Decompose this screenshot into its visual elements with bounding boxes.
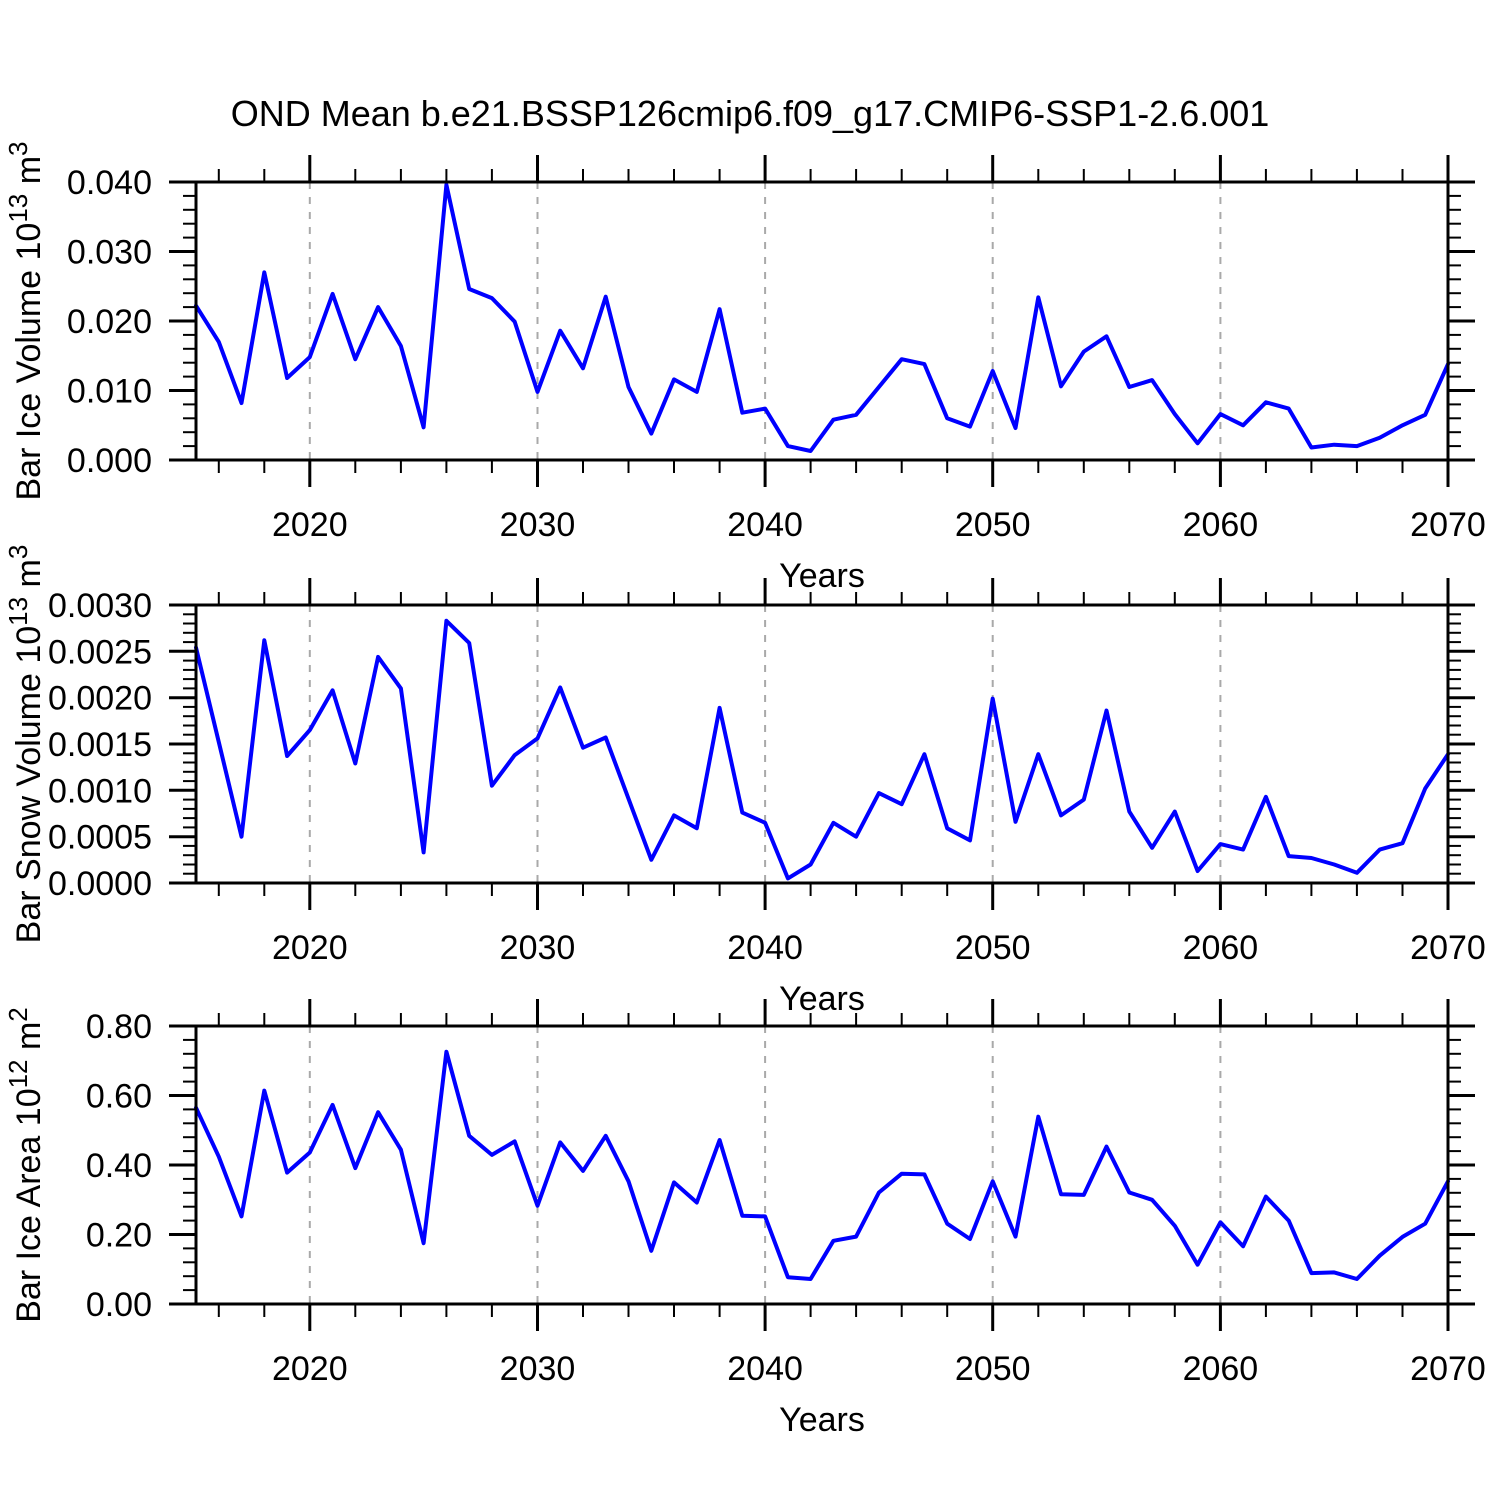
bar-ice-volume-series-line — [194, 182, 1450, 453]
y-tick-label: 0.20 — [86, 1217, 152, 1255]
x-tick-label: 2030 — [500, 929, 576, 967]
y-tick-label: 0.0000 — [48, 865, 152, 903]
x-tick-label: 2060 — [1183, 506, 1259, 544]
y-axis-title-superscript: 2 — [3, 1007, 33, 1021]
y-axis-title-superscript: 13 — [3, 194, 33, 223]
x-tick-label: 2050 — [955, 506, 1031, 544]
y-tick-label: 0.010 — [67, 373, 152, 411]
x-tick-label: 2070 — [1410, 1350, 1486, 1388]
x-tick-label: 2060 — [1183, 1350, 1259, 1388]
panel-bar-snow-volume: 0.0000 0.0005 0.0010 0.0015 0.0020 0.0025 0.00… — [3, 545, 1486, 1018]
x-tick-label: 2040 — [727, 929, 803, 967]
figure-title: OND Mean b.e21.BSSP126cmip6.f09_g17.CMIP… — [231, 93, 1270, 134]
y-axis-title-text: m — [10, 559, 48, 597]
y-tick-label: 0.40 — [86, 1147, 152, 1185]
y-tick-label: 0.0030 — [48, 587, 152, 625]
x-tick-label: 2020 — [272, 1350, 348, 1388]
y-axis-title-superscript: 3 — [3, 142, 33, 156]
x-tick-label: 2070 — [1410, 506, 1486, 544]
x-tick-label: 2040 — [727, 1350, 803, 1388]
y-axis-title-text: Bar Ice Area 10 — [10, 1088, 48, 1322]
panel-bar-ice-volume: 0.000 0.010 0.020 0.030 0.040 2020 2030 2040 205… — [3, 142, 1486, 596]
x-axis-title: Years — [779, 1401, 865, 1439]
bar-snow-volume-series-line — [194, 618, 1450, 881]
x-tick-label: 2020 — [272, 929, 348, 967]
bar-ice-volume-frame — [194, 180, 1450, 462]
bar-ice-area-series-line — [194, 1049, 1450, 1281]
y-tick-label: 0.0025 — [48, 633, 152, 671]
x-tick-label: 2050 — [955, 929, 1031, 967]
y-axis-title-text: m — [10, 156, 48, 194]
panel-bar-ice-area: 0.00 0.20 0.40 0.60 0.80 2020 2030 2040 2050 2060… — [3, 999, 1486, 1439]
y-tick-label: 0.0010 — [48, 772, 152, 810]
y-tick-label: 0.030 — [67, 234, 152, 272]
x-tick-label: 2040 — [727, 506, 803, 544]
y-tick-label: 0.0020 — [48, 680, 152, 718]
x-tick-label: 2060 — [1183, 929, 1259, 967]
y-tick-label: 0.0015 — [48, 726, 152, 764]
y-tick-label: 0.000 — [67, 442, 152, 480]
x-tick-label: 2070 — [1410, 929, 1486, 967]
bar-ice-area-y-axis-title: Bar Ice Area 1012 m2 — [3, 1007, 48, 1323]
y-tick-label: 0.80 — [86, 1008, 152, 1046]
x-axis-title: Years — [779, 557, 865, 595]
y-tick-label: 0.60 — [86, 1078, 152, 1116]
x-tick-label: 2050 — [955, 1350, 1031, 1388]
y-axis-title-superscript: 13 — [3, 597, 33, 626]
y-axis-title-superscript: 12 — [3, 1059, 33, 1088]
x-tick-label: 2030 — [500, 506, 576, 544]
y-tick-label: 0.00 — [86, 1286, 152, 1324]
y-tick-label: 0.040 — [67, 164, 152, 202]
x-tick-label: 2030 — [500, 1350, 576, 1388]
x-axis-title: Years — [779, 980, 865, 1018]
y-axis-title-superscript: 3 — [3, 545, 33, 559]
x-tick-label: 2020 — [272, 506, 348, 544]
y-tick-label: 0.0005 — [48, 819, 152, 857]
bar-snow-volume-y-axis-title: Bar Snow Volume 1013 m3 — [3, 545, 48, 944]
y-axis-title-text: Bar Ice Volume 10 — [10, 223, 48, 501]
y-axis-title-text: Bar Snow Volume 10 — [10, 626, 48, 944]
y-axis-title-text: m — [10, 1022, 48, 1060]
bar-ice-volume-y-axis-title: Bar Ice Volume 1013 m3 — [3, 142, 48, 501]
y-tick-label: 0.020 — [67, 303, 152, 341]
